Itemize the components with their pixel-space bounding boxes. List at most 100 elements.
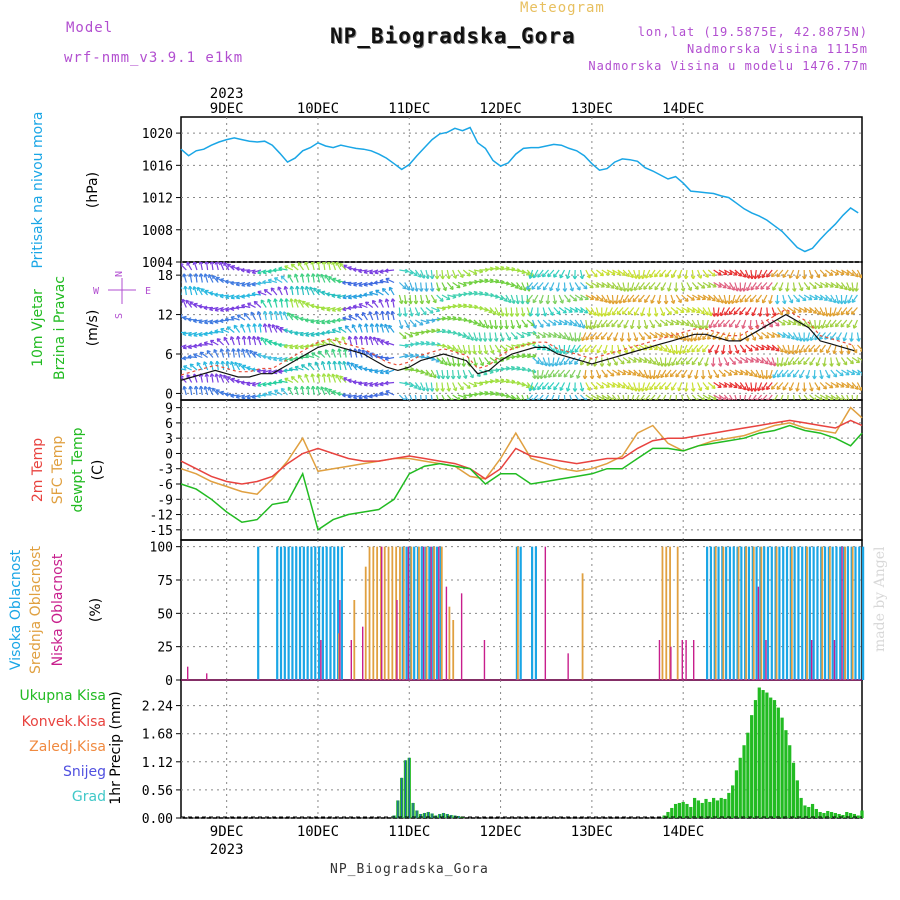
- wind-arrowhead: [624, 287, 627, 292]
- wind-arrow: [441, 269, 444, 280]
- wind-arrow: [627, 269, 634, 278]
- wind-arrowhead: [685, 275, 689, 280]
- precip-bar: [860, 810, 864, 818]
- precip-unit: 1hr Precip (mm): [108, 691, 124, 804]
- wind-arrow: [644, 294, 651, 303]
- wind-arrow: [457, 304, 467, 309]
- wind-arrow: [578, 332, 582, 342]
- wind-arrowhead: [735, 384, 738, 388]
- cloud-bar: [717, 546, 720, 680]
- wind-arrowhead: [566, 388, 571, 392]
- wind-arrow: [645, 269, 651, 279]
- wind-arrow: [830, 381, 839, 388]
- wind-arrow: [223, 374, 230, 383]
- wind-arrowhead: [655, 401, 658, 402]
- wind-arrow: [183, 386, 187, 396]
- wind-arrow: [592, 319, 598, 329]
- wind-arrow: [220, 328, 230, 334]
- wind-arrow: [806, 332, 811, 342]
- wind-arrowhead: [777, 347, 780, 352]
- wind-arrowhead: [516, 397, 519, 400]
- wind-arrowhead: [177, 387, 180, 389]
- wind-arrow: [193, 353, 203, 359]
- wind-arrowhead: [442, 375, 446, 380]
- wind-arrowhead: [713, 325, 718, 328]
- wind-arrowhead: [280, 388, 283, 392]
- wind-arrowhead: [823, 363, 827, 367]
- wind-arrowhead: [320, 274, 322, 278]
- wind-arrow: [532, 332, 540, 339]
- wind-arrowhead: [283, 286, 286, 290]
- wind-arrowhead: [537, 401, 540, 402]
- wind-arrowhead: [581, 338, 586, 342]
- wind-arrowhead: [411, 312, 414, 317]
- wind-arrowhead: [814, 397, 817, 400]
- wind-arrowhead: [203, 342, 208, 346]
- y-tick-label: 6: [165, 417, 173, 432]
- precip-legend-item: Zaledj.Kisa: [29, 739, 106, 755]
- wind-arrowhead: [680, 362, 685, 365]
- wind-arrow: [580, 394, 587, 400]
- wind-arrowhead: [262, 355, 266, 359]
- wind-arrowhead: [774, 312, 777, 317]
- wind-arrowhead: [806, 401, 809, 402]
- compass-letter: N: [114, 271, 125, 277]
- cloud-bar: [368, 546, 371, 680]
- wind-arrowhead: [427, 275, 430, 279]
- wind-arrowhead: [793, 321, 797, 325]
- wind-arrow: [635, 394, 640, 400]
- wind-arrowhead: [353, 397, 358, 400]
- wind-arrowhead: [315, 273, 318, 278]
- wind-arrowhead: [431, 275, 435, 280]
- wind-arrow: [580, 294, 589, 300]
- wind-arrow: [797, 357, 805, 365]
- wind-arrowhead: [189, 301, 192, 306]
- cloud-bar: [808, 546, 811, 680]
- wind-arrow: [679, 344, 683, 354]
- cloud-bar: [439, 546, 442, 680]
- cloud-bar: [432, 546, 435, 680]
- wind-arrow: [830, 294, 836, 303]
- wind-arrowhead: [358, 366, 362, 370]
- wind-arrowhead: [832, 313, 837, 317]
- wind-arrowhead: [813, 375, 817, 380]
- wind-arrowhead: [417, 401, 418, 404]
- wind-arrow: [819, 369, 823, 379]
- precip-bar: [677, 802, 682, 818]
- wind-arrow: [301, 286, 305, 296]
- wind-arrow: [825, 281, 834, 288]
- wind-arrow: [707, 382, 716, 389]
- wind-arrow: [766, 282, 773, 290]
- wind-arrow: [734, 282, 739, 292]
- wind-arrow: [462, 344, 467, 354]
- wind-arrowhead: [742, 400, 743, 403]
- wind-arrow: [189, 273, 193, 283]
- wind-arrowhead: [655, 312, 659, 317]
- wind-arrow: [782, 319, 792, 325]
- wind-arrow: [757, 269, 763, 279]
- wind-arrow: [468, 344, 471, 355]
- wind-arrow: [803, 306, 813, 313]
- precip-bar: [803, 805, 807, 818]
- wind-arrowhead: [200, 262, 204, 265]
- wind-arrow: [692, 294, 701, 301]
- wind-arrowhead: [750, 287, 755, 291]
- wind-arrow: [772, 282, 779, 291]
- wind-arrowhead: [304, 286, 307, 290]
- wind-arrow: [590, 369, 593, 379]
- wind-arrowhead: [649, 401, 652, 402]
- cloud-bar: [737, 546, 740, 680]
- wind-arrow: [385, 390, 395, 396]
- cloud-bar: [759, 546, 762, 680]
- wind-arrowhead: [735, 271, 738, 276]
- wind-arrowhead: [331, 348, 333, 353]
- wind-arrowhead: [455, 387, 458, 391]
- wind-arrow: [301, 273, 305, 283]
- wind-arrow: [846, 269, 855, 277]
- wind-arrowhead: [289, 285, 292, 290]
- wind-arrowhead: [804, 297, 807, 301]
- wind-arrow: [743, 394, 747, 400]
- wind-arrowhead: [576, 375, 581, 379]
- wind-arrow: [324, 387, 331, 396]
- wind-arrowhead: [617, 383, 621, 388]
